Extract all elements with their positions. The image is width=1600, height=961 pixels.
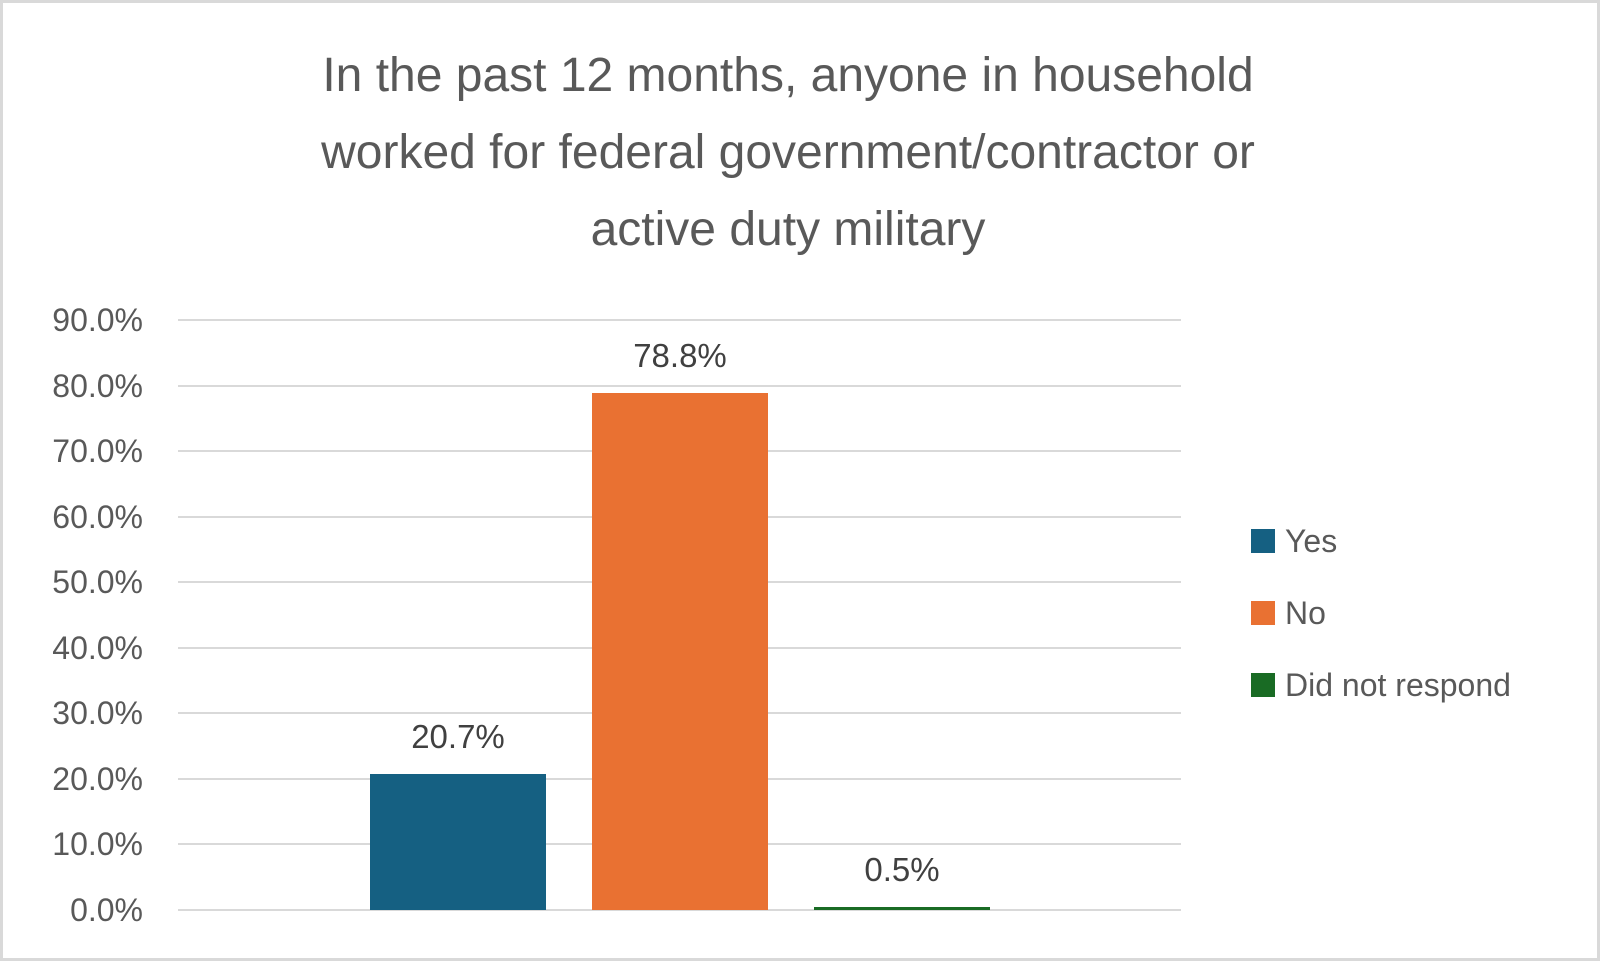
legend-swatch-yes bbox=[1251, 529, 1275, 553]
chart-title: In the past 12 months, anyone in househo… bbox=[3, 37, 1573, 268]
bar-group-no: 78.8% bbox=[592, 320, 768, 910]
y-axis: 90.0% 80.0% 70.0% 60.0% 50.0% 40.0% 30.0% 20.0%… bbox=[3, 302, 143, 928]
bar-group-did-not-respond: 0.5% bbox=[814, 320, 990, 910]
legend-swatch-no bbox=[1251, 601, 1275, 625]
y-tick-label: 20.0% bbox=[52, 760, 143, 797]
bar-yes bbox=[370, 774, 546, 910]
chart-title-line: In the past 12 months, anyone in househo… bbox=[322, 49, 1254, 102]
bar-group-yes: 20.7% bbox=[370, 320, 546, 910]
legend: Yes No Did not respond bbox=[1251, 523, 1511, 739]
y-tick-label: 40.0% bbox=[52, 629, 143, 666]
y-tick-label: 90.0% bbox=[52, 302, 143, 338]
gridline bbox=[178, 384, 1181, 387]
y-tick-label: 10.0% bbox=[52, 826, 143, 863]
chart-title-line: active duty military bbox=[590, 203, 986, 256]
gridline bbox=[178, 909, 1181, 911]
legend-label-no: No bbox=[1285, 594, 1326, 631]
bar-no bbox=[592, 393, 768, 910]
y-tick-label: 0.0% bbox=[70, 892, 143, 928]
legend-swatch-did-not-respond bbox=[1251, 673, 1275, 697]
bar-value-label-no: 78.8% bbox=[633, 337, 727, 375]
chart-title-line: worked for federal government/contractor… bbox=[321, 126, 1255, 179]
bar-did-not-respond bbox=[814, 906, 990, 910]
y-tick-label: 30.0% bbox=[52, 695, 143, 732]
legend-label-did-not-respond: Did not respond bbox=[1285, 666, 1511, 703]
y-tick-label: 80.0% bbox=[52, 367, 143, 404]
legend-item-yes: Yes bbox=[1251, 523, 1511, 559]
y-tick-label: 50.0% bbox=[52, 564, 143, 601]
legend-label-yes: Yes bbox=[1285, 522, 1338, 559]
plot-area: 20.7% 78.8% 0.5% bbox=[178, 319, 1181, 911]
gridline bbox=[178, 319, 1181, 321]
legend-item-did-not-respond: Did not respond bbox=[1251, 667, 1511, 703]
y-tick-label: 70.0% bbox=[52, 433, 143, 470]
legend-item-no: No bbox=[1251, 595, 1511, 631]
bar-value-label-did-not-respond: 0.5% bbox=[864, 850, 940, 888]
bar-value-label-yes: 20.7% bbox=[411, 718, 505, 756]
y-tick-label: 60.0% bbox=[52, 498, 143, 535]
